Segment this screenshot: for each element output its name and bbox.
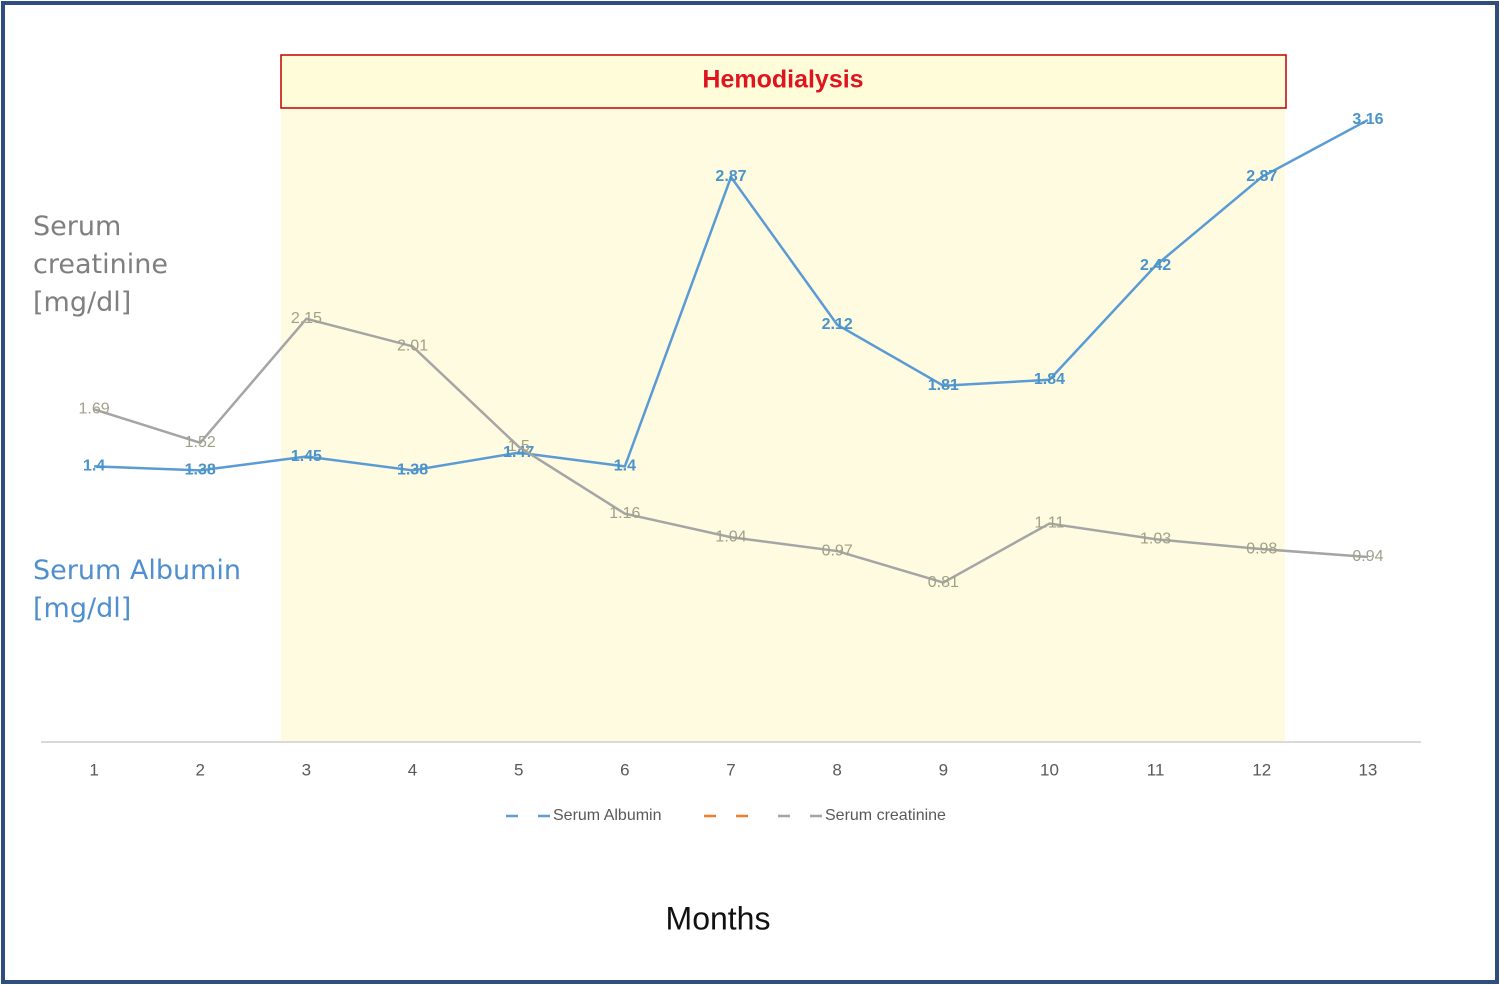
data-label: 1.4: [614, 458, 636, 475]
legend-label: Serum creatinine: [825, 807, 946, 824]
x-tick-label: 4: [408, 760, 417, 779]
data-label: 1.38: [397, 462, 428, 479]
data-label: 1.16: [609, 505, 640, 522]
x-tick-label: 2: [195, 760, 204, 779]
data-label: 2.12: [822, 316, 853, 333]
x-axis-label: Months: [666, 900, 771, 936]
x-tick-label: 10: [1040, 760, 1059, 779]
data-label: 1.45: [291, 448, 322, 465]
y-label-top: Serum creatinine [mg/dl]: [33, 211, 168, 318]
annotation-box: [280, 54, 1287, 109]
data-label: 2.87: [1246, 168, 1277, 185]
y-label-bottom: Serum Albumin [mg/dl]: [33, 555, 241, 624]
data-label: 0.94: [1352, 548, 1383, 565]
data-label: 1.11: [1034, 515, 1064, 532]
x-tick-label: 13: [1358, 760, 1377, 779]
data-label: 1.38: [185, 462, 216, 479]
x-tick-label: 11: [1147, 760, 1165, 779]
hemodialysis-region: [281, 108, 1285, 742]
data-label: 1.52: [185, 434, 216, 451]
data-label: 2.15: [291, 310, 322, 327]
data-label: 1.69: [79, 401, 110, 418]
x-tick-label: 1: [89, 760, 98, 779]
x-tick-label: 9: [939, 760, 948, 779]
x-tick-label: 6: [620, 760, 629, 779]
x-tick-label: 7: [726, 760, 735, 779]
data-label: 1.03: [1140, 530, 1171, 547]
data-label: 0.97: [822, 542, 853, 559]
data-label: 2.87: [715, 168, 746, 185]
annotation: Hemodialysis: [702, 66, 863, 94]
x-tick-label: 3: [302, 760, 311, 779]
data-label: 1.5: [508, 438, 530, 455]
data-label: 0.98: [1246, 540, 1277, 557]
data-label: 1.04: [715, 528, 746, 545]
data-label: 2.42: [1140, 257, 1171, 274]
data-label: 3.16: [1352, 111, 1383, 128]
x-tick-label: 12: [1252, 760, 1271, 779]
data-label: 1.4: [83, 458, 105, 475]
data-label: 0.81: [928, 574, 959, 591]
series-line: [94, 118, 1369, 472]
data-label: 1.47: [503, 444, 534, 461]
series-line: [93, 317, 1369, 584]
data-label: 1.84: [1034, 371, 1065, 388]
data-label: 2.01: [397, 338, 428, 355]
data-label: 1.81: [928, 377, 959, 394]
x-tick-label: 5: [514, 760, 523, 779]
legend-label: Serum Albumin: [553, 807, 662, 824]
x-tick-label: 8: [832, 760, 841, 779]
